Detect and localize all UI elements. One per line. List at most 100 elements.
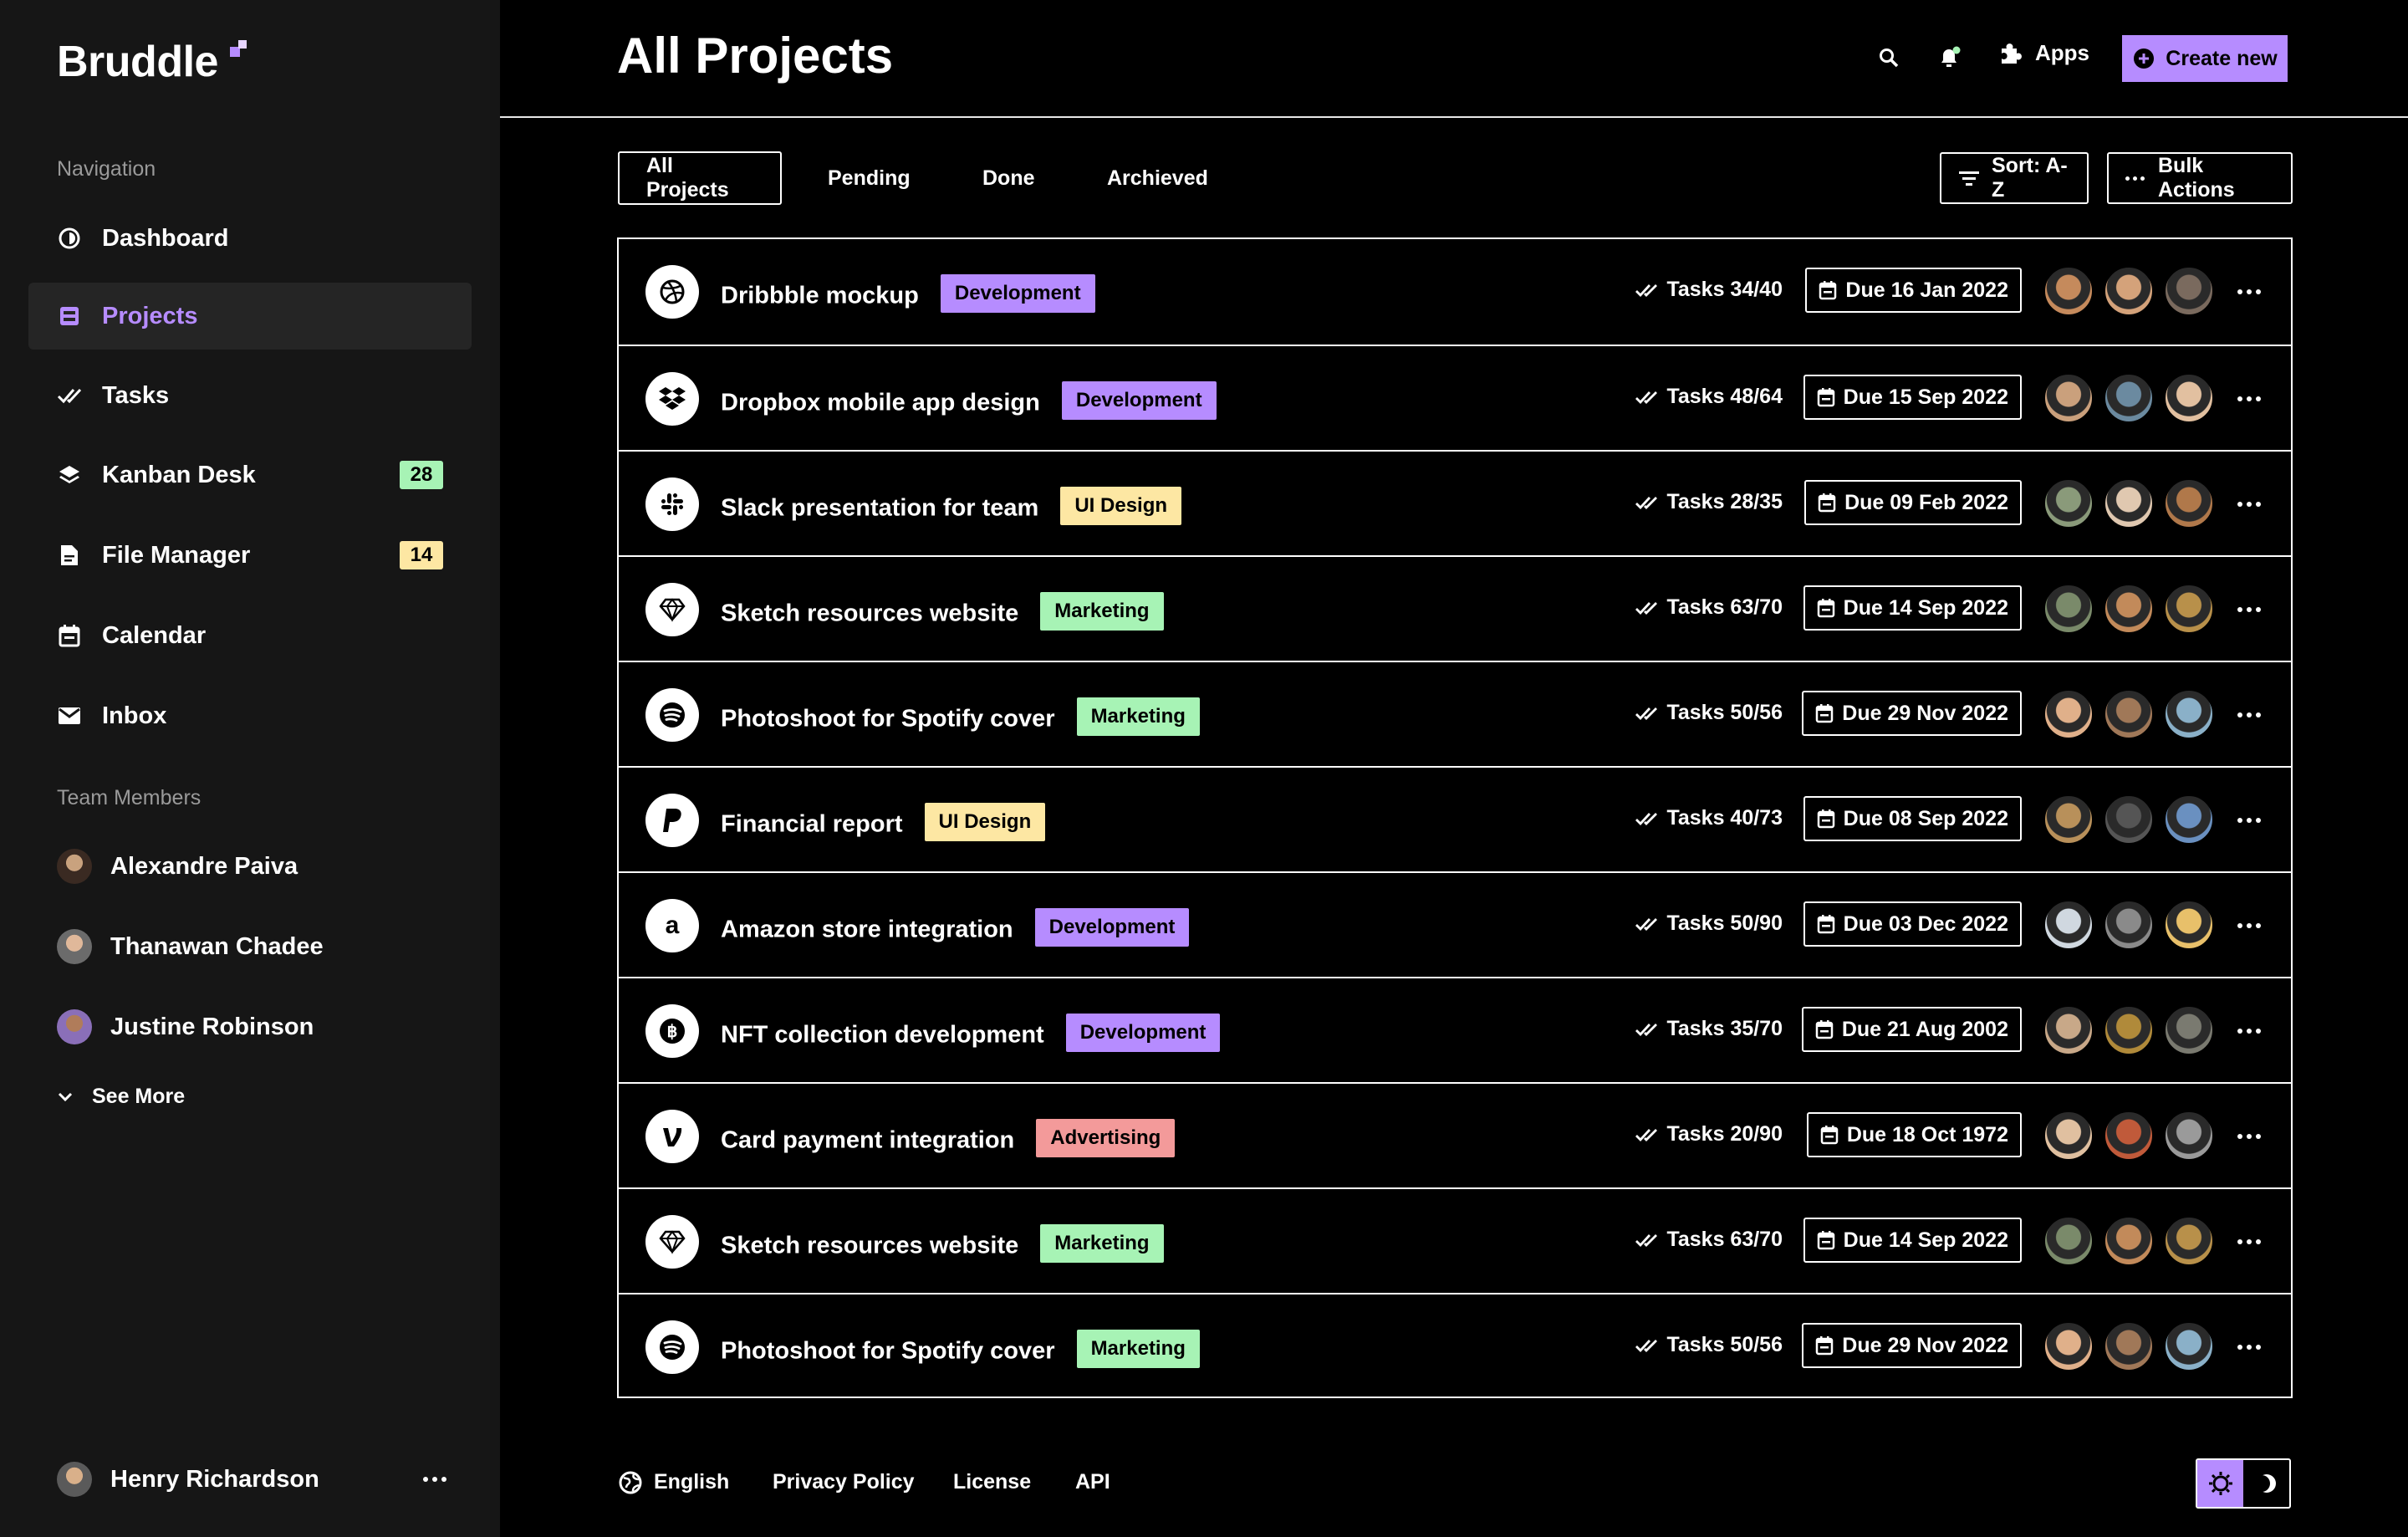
user-menu-more-icon[interactable]: [423, 1477, 446, 1482]
table-row[interactable]: Photoshoot for Spotify cover Marketing Ta…: [619, 1293, 2291, 1400]
avatar[interactable]: [2104, 266, 2154, 316]
tab-done[interactable]: Done: [982, 166, 1035, 190]
table-row[interactable]: a Amazon store integration Development Ta…: [619, 871, 2291, 978]
avatar[interactable]: [2104, 584, 2154, 634]
sidebar-item-calendar[interactable]: Calendar: [28, 602, 472, 669]
project-name[interactable]: Sketch resources website: [721, 600, 1019, 627]
row-more-icon[interactable]: [2237, 396, 2261, 401]
avatar[interactable]: [2043, 584, 2094, 634]
sidebar-item-inbox[interactable]: Inbox: [28, 682, 472, 749]
sidebar-item-dashboard[interactable]: Dashboard: [28, 205, 472, 272]
project-name[interactable]: Card payment integration: [721, 1126, 1015, 1154]
language-selector[interactable]: English: [619, 1470, 729, 1494]
avatar[interactable]: [2043, 373, 2094, 423]
sort-button[interactable]: Sort: A-Z: [1940, 152, 2089, 204]
avatar[interactable]: [2164, 1216, 2214, 1266]
avatar[interactable]: [2104, 1005, 2154, 1055]
table-row[interactable]: Dropbox mobile app design Development Tas…: [619, 345, 2291, 452]
row-more-icon[interactable]: [2237, 818, 2261, 823]
project-name[interactable]: Amazon store integration: [721, 916, 1013, 943]
dark-mode-moon-icon[interactable]: [2243, 1460, 2289, 1507]
avatar[interactable]: [2164, 373, 2214, 423]
theme-toggle[interactable]: [2196, 1458, 2291, 1509]
double-check-icon: [1635, 810, 1660, 827]
brand-logo[interactable]: Bruddle: [57, 38, 218, 86]
table-row[interactable]: Slack presentation for team UI Design Tas…: [619, 450, 2291, 557]
avatar[interactable]: [2104, 1321, 2154, 1371]
tab-pending[interactable]: Pending: [828, 166, 911, 190]
avatar[interactable]: [2164, 794, 2214, 845]
project-name[interactable]: Photoshoot for Spotify cover: [721, 1337, 1055, 1365]
avatar[interactable]: [2104, 1111, 2154, 1161]
sidebar-item-projects[interactable]: Projects: [28, 283, 472, 350]
tab-all-projects[interactable]: All Projects: [618, 151, 782, 205]
privacy-policy-link[interactable]: Privacy Policy: [773, 1470, 915, 1494]
team-member-justine-robinson[interactable]: Justine Robinson: [57, 1006, 314, 1048]
avatar[interactable]: [2104, 478, 2154, 529]
row-more-icon[interactable]: [2237, 289, 2261, 294]
avatar[interactable]: [2164, 584, 2214, 634]
see-more-button[interactable]: See More: [57, 1085, 185, 1109]
sidebar-item-file-manager[interactable]: File Manager 14: [28, 522, 472, 589]
create-new-button[interactable]: Create new: [2120, 33, 2289, 84]
api-link[interactable]: API: [1075, 1470, 1110, 1494]
notification-bell-icon[interactable]: [1935, 43, 1963, 72]
table-row[interactable]: Sketch resources website Marketing Tasks …: [619, 555, 2291, 662]
row-more-icon[interactable]: [2237, 1029, 2261, 1034]
project-name[interactable]: Financial report: [721, 810, 903, 838]
row-more-icon[interactable]: [2237, 712, 2261, 717]
table-row[interactable]: Financial report UI Design Tasks 40/73 Du…: [619, 766, 2291, 873]
apps-button[interactable]: Apps: [1998, 40, 2089, 66]
avatar[interactable]: [2104, 794, 2154, 845]
search-icon[interactable]: [1875, 43, 1903, 72]
avatar[interactable]: [2164, 1111, 2214, 1161]
project-name[interactable]: Photoshoot for Spotify cover: [721, 705, 1055, 733]
avatar[interactable]: [2164, 900, 2214, 950]
row-more-icon[interactable]: [2237, 607, 2261, 612]
sidebar-item-kanban-desk[interactable]: Kanban Desk 28: [28, 442, 472, 508]
row-more-icon[interactable]: [2237, 502, 2261, 507]
project-name[interactable]: Dribbble mockup: [721, 282, 919, 309]
row-more-icon[interactable]: [2237, 1345, 2261, 1350]
table-row[interactable]: ฿ NFT collection development Development …: [619, 977, 2291, 1084]
avatar[interactable]: [2164, 478, 2214, 529]
row-more-icon[interactable]: [2237, 1239, 2261, 1244]
bulk-actions-button[interactable]: Bulk Actions: [2107, 152, 2293, 204]
avatar[interactable]: [2164, 266, 2214, 316]
avatar[interactable]: [2104, 1216, 2154, 1266]
avatar[interactable]: [2043, 794, 2094, 845]
avatar[interactable]: [2104, 689, 2154, 739]
project-name[interactable]: Slack presentation for team: [721, 494, 1039, 522]
avatar[interactable]: [2043, 1111, 2094, 1161]
assignee-avatars: [2033, 689, 2214, 739]
table-row[interactable]: Card payment integration Advertising Task…: [619, 1082, 2291, 1189]
avatar[interactable]: [2043, 900, 2094, 950]
avatar[interactable]: [2164, 689, 2214, 739]
avatar[interactable]: [2164, 1321, 2214, 1371]
avatar[interactable]: [2043, 1321, 2094, 1371]
avatar[interactable]: [2043, 1216, 2094, 1266]
row-more-icon[interactable]: [2237, 923, 2261, 928]
sidebar-item-tasks[interactable]: Tasks: [28, 362, 472, 429]
table-row[interactable]: Dribbble mockup Development Tasks 34/40 D…: [619, 239, 2291, 345]
row-more-icon[interactable]: [2237, 1134, 2261, 1139]
light-mode-sun-icon[interactable]: [2197, 1460, 2243, 1507]
avatar[interactable]: [2043, 689, 2094, 739]
project-name[interactable]: Sketch resources website: [721, 1232, 1019, 1259]
avatar[interactable]: [2164, 1005, 2214, 1055]
project-name[interactable]: NFT collection development: [721, 1021, 1044, 1049]
project-name[interactable]: Dropbox mobile app design: [721, 389, 1040, 416]
current-user[interactable]: Henry Richardson: [57, 1462, 446, 1497]
avatar[interactable]: [2043, 266, 2094, 316]
avatar[interactable]: [2104, 900, 2154, 950]
team-member-thanawan-chadee[interactable]: Thanawan Chadee: [57, 926, 324, 968]
license-link[interactable]: License: [953, 1470, 1032, 1494]
task-progress: Tasks 20/90: [1635, 1122, 1783, 1146]
team-member-alexandre-paiva[interactable]: Alexandre Paiva: [57, 845, 298, 887]
table-row[interactable]: Sketch resources website Marketing Tasks …: [619, 1187, 2291, 1294]
tab-archieved[interactable]: Archieved: [1107, 166, 1208, 190]
avatar[interactable]: [2043, 1005, 2094, 1055]
avatar[interactable]: [2043, 478, 2094, 529]
table-row[interactable]: Photoshoot for Spotify cover Marketing Ta…: [619, 661, 2291, 768]
avatar[interactable]: [2104, 373, 2154, 423]
